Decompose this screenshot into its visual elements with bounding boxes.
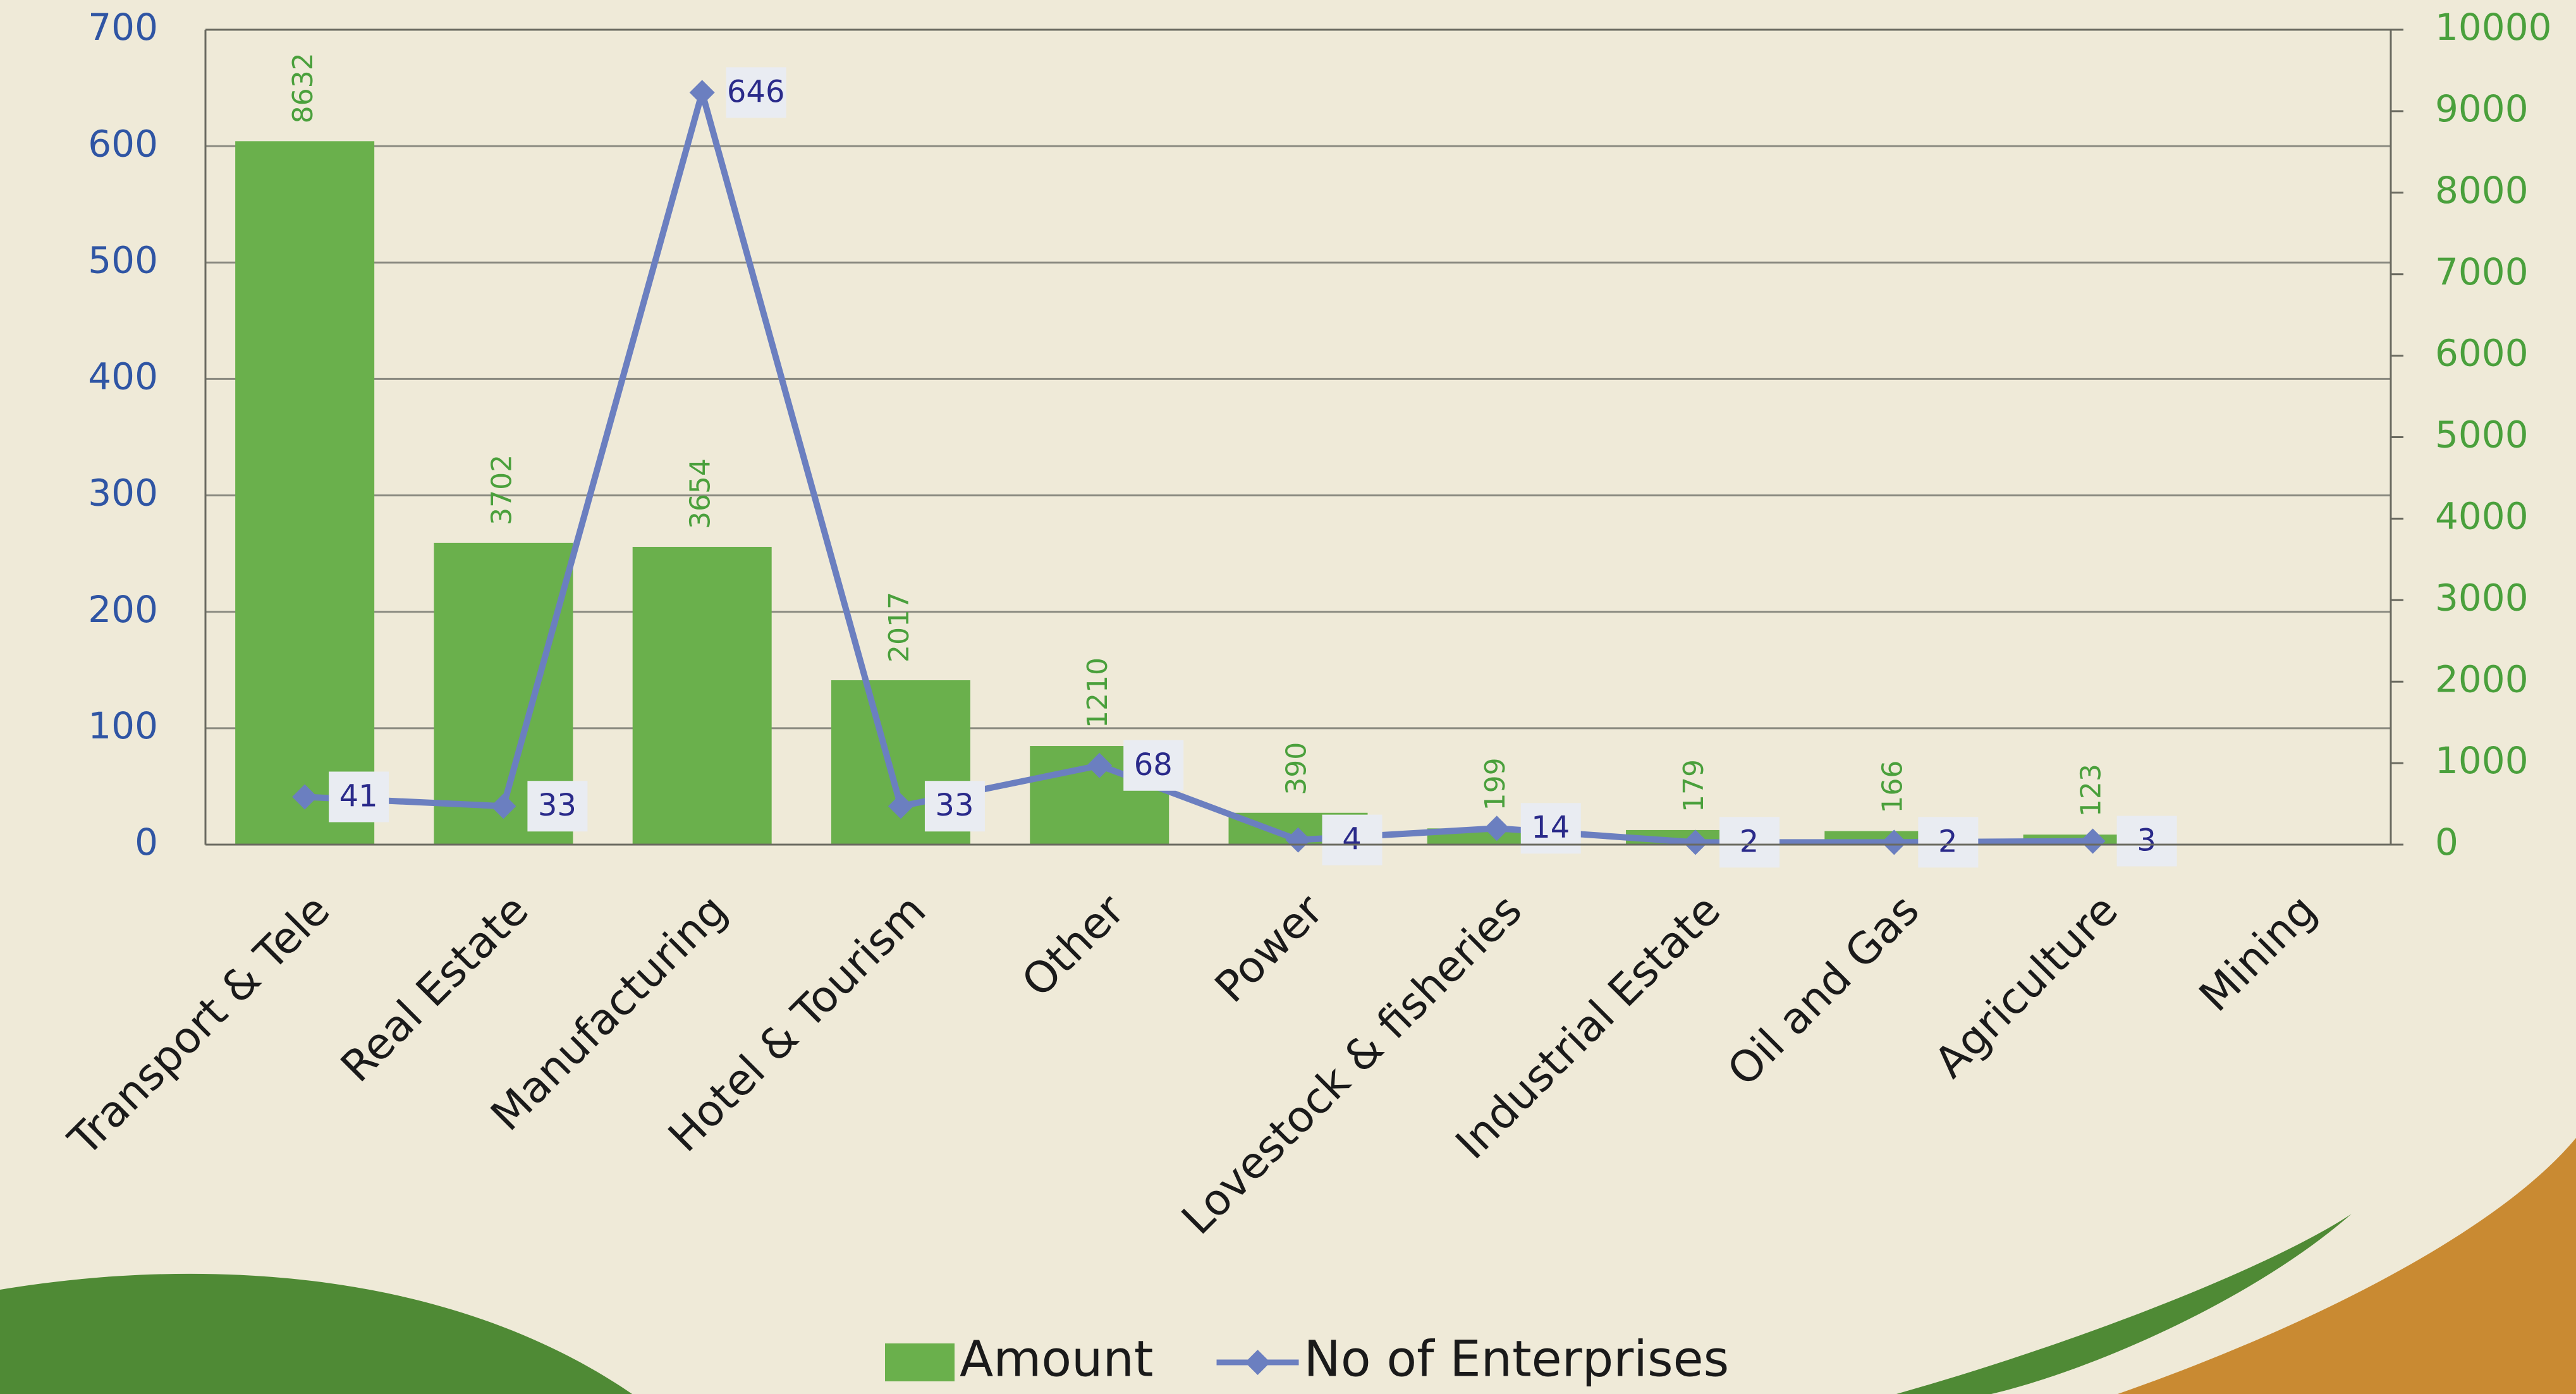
line-value-label: 33 bbox=[538, 788, 577, 823]
line-value-label: 3 bbox=[2137, 822, 2156, 858]
line-marker bbox=[2080, 828, 2106, 854]
line-marker bbox=[1087, 752, 1113, 778]
y-tick-label: 400 bbox=[88, 355, 158, 398]
line-value-label: 14 bbox=[1531, 810, 1570, 845]
line-value-label-box bbox=[1123, 740, 1184, 791]
bar-value-label: 3654 bbox=[685, 458, 717, 529]
bar bbox=[632, 546, 772, 845]
line-marker bbox=[1484, 816, 1510, 841]
decor-swoosh-orange bbox=[2118, 1138, 2576, 1394]
y-tick-label: 300 bbox=[88, 472, 158, 515]
line-value-label: 41 bbox=[339, 779, 378, 814]
bar-value-label: 166 bbox=[1876, 761, 1908, 814]
line-marker bbox=[1285, 827, 1311, 853]
y2-tick-label: 5000 bbox=[2435, 413, 2529, 456]
legend-swatch bbox=[885, 1343, 955, 1381]
y2-tick-label: 3000 bbox=[2435, 576, 2529, 619]
y-tick-label: 200 bbox=[88, 588, 158, 631]
y-tick-label: 100 bbox=[88, 704, 158, 747]
y2-tick-label: 1000 bbox=[2435, 739, 2529, 782]
bar-value-label: 179 bbox=[1678, 759, 1710, 812]
line-value-label: 2 bbox=[1740, 824, 1759, 859]
y2-tick-label: 6000 bbox=[2435, 332, 2529, 375]
bar-value-label: 123 bbox=[2075, 764, 2108, 817]
decor-swoosh-green bbox=[0, 1273, 632, 1394]
y2-tick-label: 9000 bbox=[2435, 87, 2529, 130]
y2-tick-label: 7000 bbox=[2435, 250, 2529, 293]
line-value-label-box bbox=[924, 781, 985, 832]
y2-tick-label: 4000 bbox=[2435, 495, 2529, 538]
line-value-label: 68 bbox=[1134, 747, 1173, 783]
bar-value-label: 2017 bbox=[883, 592, 915, 663]
line-marker bbox=[1683, 829, 1709, 855]
line-series bbox=[304, 89, 2093, 846]
bar-value-label: 1210 bbox=[1082, 657, 1114, 728]
line-marker bbox=[491, 793, 516, 819]
y2-tick-label: 0 bbox=[2435, 821, 2458, 864]
y-tick-label: 0 bbox=[135, 821, 158, 864]
line-value-label-box bbox=[1719, 817, 1780, 868]
line-marker bbox=[1881, 829, 1907, 855]
line-value-label: 4 bbox=[1342, 822, 1362, 857]
line-marker bbox=[888, 793, 913, 819]
line-value-label: 33 bbox=[935, 788, 974, 823]
line-value-label-box bbox=[1322, 814, 1383, 865]
line-value-label-box bbox=[329, 771, 389, 822]
y2-tick-label: 2000 bbox=[2435, 657, 2529, 700]
bar-value-label: 199 bbox=[1479, 757, 1511, 810]
bar bbox=[235, 141, 375, 845]
y-tick-label: 700 bbox=[88, 6, 158, 49]
legend-label: No of Enterprises bbox=[1304, 1331, 1730, 1388]
line-marker bbox=[689, 80, 715, 106]
y2-tick-label: 8000 bbox=[2435, 169, 2529, 212]
y-tick-label: 500 bbox=[88, 238, 158, 281]
line-marker bbox=[292, 784, 318, 810]
line-value-label: 646 bbox=[727, 74, 785, 109]
bar-value-label: 8632 bbox=[287, 52, 319, 123]
line-value-label-box bbox=[2116, 816, 2177, 867]
y2-tick-label: 10000 bbox=[2435, 6, 2552, 49]
line-value-label-box bbox=[726, 67, 786, 118]
legend-marker bbox=[1245, 1350, 1271, 1375]
line-value-label: 2 bbox=[1938, 824, 1958, 859]
bar-value-label: 3702 bbox=[485, 455, 518, 525]
y-tick-label: 600 bbox=[88, 122, 158, 165]
line-value-label-box bbox=[1918, 817, 1979, 868]
bar-value-label: 390 bbox=[1281, 742, 1313, 795]
line-value-label-box bbox=[527, 781, 588, 832]
legend-label: Amount bbox=[960, 1331, 1154, 1388]
